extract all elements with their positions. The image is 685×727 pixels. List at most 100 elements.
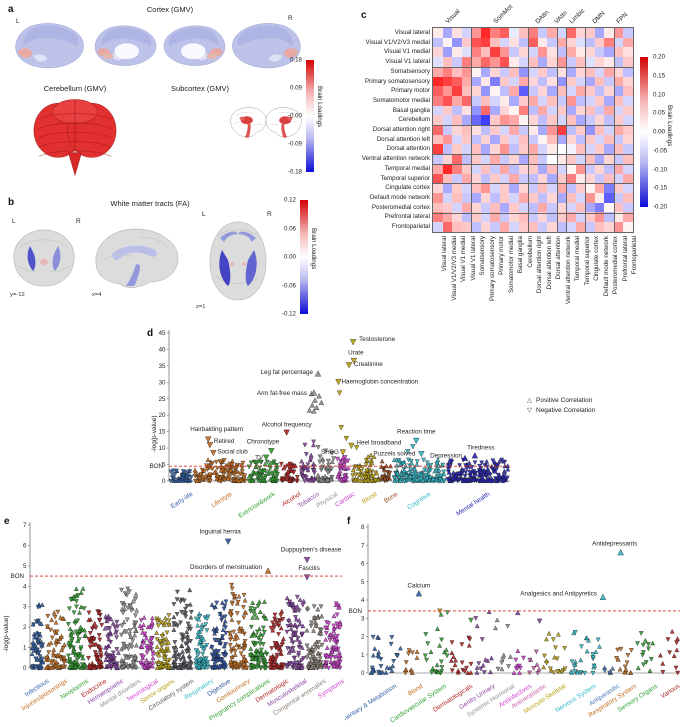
annotation-label: Antidepressants: [592, 541, 637, 548]
legend-positive-row: △ Positive Correlation: [527, 396, 595, 406]
heatmap-cell: [556, 202, 566, 213]
heatmap-cell: [613, 212, 623, 223]
svg-text:4: 4: [361, 597, 365, 604]
heatmap-cell: [556, 154, 566, 164]
heatmap-cell: [604, 154, 614, 164]
heatmap-cell: [613, 202, 623, 213]
bonferroni-label: BON: [150, 463, 163, 470]
heatmap-cell: [471, 115, 481, 126]
heatmap-column-label: Primary motor: [498, 236, 505, 275]
heatmap-cell: [490, 37, 500, 48]
heatmap-cell: [509, 76, 519, 87]
heatmap-cell: [537, 222, 547, 232]
heatmap-cell: [623, 222, 633, 232]
annotation-label: Duppuytren's disease: [281, 547, 342, 554]
heatmap-cell: [528, 76, 538, 87]
heatmap-cell: [547, 37, 557, 48]
heatmap-cell: [594, 192, 604, 203]
cerebellum-title: Cerebellum (GMV): [43, 84, 107, 93]
coronal-coordinate: y=-12: [10, 292, 25, 298]
correlation-legend: △ Positive Correlation ▽ Negative Correlat…: [527, 396, 595, 416]
heatmap-cell: [547, 115, 557, 126]
heatmap-cell: [490, 222, 500, 232]
annotation-label: TV: [255, 454, 264, 461]
heatmap-column-label: Visual V1 lateral: [469, 236, 477, 281]
heatmap-cell: [442, 192, 452, 203]
category-label: Early-life: [170, 491, 195, 511]
heatmap-cell: [585, 222, 595, 232]
heatmap-column-label: Primary somatosensory: [488, 236, 496, 301]
gmv-colorbar: [306, 60, 314, 172]
svg-text:30: 30: [159, 379, 166, 386]
heatmap-cell: [537, 57, 547, 67]
heatmap-cell: [509, 47, 519, 58]
heatmap-cell: [556, 125, 566, 135]
annotation-label: Alcohol frequency: [262, 421, 313, 428]
heatmap-cell: [471, 37, 481, 48]
heatmap-column-label: Ventral attention network: [564, 236, 572, 305]
svg-text:3: 3: [361, 615, 365, 622]
heatmap-cell: [547, 144, 557, 155]
heatmap-cell: [604, 222, 614, 232]
heatmap-cell: [480, 105, 490, 116]
axial-coordinate: z=1: [196, 304, 206, 310]
heatmap-cell: [480, 47, 490, 58]
annotation-label: Urate: [348, 350, 364, 357]
heatmap-cell: [490, 86, 500, 96]
heatmap-cell: [575, 173, 585, 184]
annotation-label: Depression: [430, 452, 462, 459]
heatmap-cell: [604, 173, 614, 184]
heatmap-cell: [585, 57, 595, 67]
heatmap-cell: [471, 66, 481, 77]
heatmap-cell: [452, 144, 462, 155]
heatmap-cell: [433, 173, 443, 184]
matrix-colorbar-ticks: 0.20 0.15 0.10 0.05 0.00 -0.05 -0.10 -0.15 -0.20: [651, 54, 677, 211]
heatmap-cell: [594, 154, 604, 164]
heatmap-cell: [566, 134, 576, 145]
heatmap-cell: [442, 144, 452, 155]
heatmap-cell: [556, 163, 566, 174]
heatmap-cell: [461, 163, 471, 174]
heatmap-column-label: Somatomotor medial: [507, 236, 515, 294]
heatmap-cell: [490, 28, 500, 38]
heatmap-column-label: Visual lateral: [441, 236, 448, 272]
heatmap-cell: [480, 154, 490, 164]
heatmap-cell: [471, 192, 481, 203]
annotation-label: Heel broadband: [356, 439, 401, 446]
heatmap-cell: [594, 134, 604, 145]
heatmap-cell: [566, 202, 576, 213]
heatmap-cell: [604, 192, 614, 203]
heatmap-cell: [604, 125, 614, 135]
matrix-colorbar-label: Brain Loadings: [666, 105, 673, 147]
heatmap-cell: [613, 76, 623, 87]
heatmap-cell: [585, 37, 595, 48]
heatmap-cell: [575, 202, 585, 213]
heatmap-cell: [499, 163, 509, 174]
svg-text:10: 10: [159, 445, 166, 452]
heatmap-cell: [509, 28, 519, 38]
heatmap-cell: [433, 86, 443, 96]
heatmap-cell: [452, 66, 462, 77]
heatmap-cell: [613, 222, 623, 232]
heatmap-cell: [585, 125, 595, 135]
heatmap-cell: [442, 173, 452, 184]
heatmap-row-label: Primary somatosensory: [365, 77, 430, 85]
heatmap-cell: [499, 37, 509, 48]
heatmap-cell: [528, 202, 538, 213]
heatmap-cell: [452, 202, 462, 213]
heatmap-cell: [480, 76, 490, 87]
heatmap-column-label: Dorsal attention right: [536, 236, 543, 294]
svg-text:4: 4: [23, 583, 27, 590]
heatmap-cell: [480, 28, 490, 38]
bonferroni-label: BON: [349, 608, 362, 615]
heatmap-cell: [509, 134, 519, 145]
heatmap-cell: [575, 76, 585, 87]
heatmap-cell: [442, 134, 452, 145]
heatmap-cell: [433, 183, 443, 193]
heatmap-group-label: FPN: [615, 11, 630, 26]
heatmap-cell: [623, 95, 633, 106]
heatmap-cell: [509, 212, 519, 223]
cortex-medial-right-view: [163, 25, 226, 66]
heatmap-cell: [528, 95, 538, 106]
heatmap-cell: [613, 115, 623, 126]
